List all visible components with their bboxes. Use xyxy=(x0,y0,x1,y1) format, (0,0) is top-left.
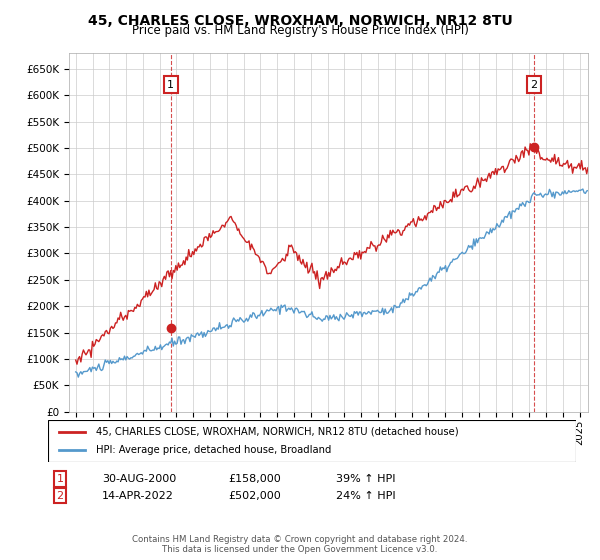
Text: 1: 1 xyxy=(167,80,174,90)
Text: £158,000: £158,000 xyxy=(228,474,281,484)
Text: 14-APR-2022: 14-APR-2022 xyxy=(102,491,174,501)
Text: 2: 2 xyxy=(530,80,538,90)
Text: 2: 2 xyxy=(56,491,64,501)
Text: Price paid vs. HM Land Registry's House Price Index (HPI): Price paid vs. HM Land Registry's House … xyxy=(131,24,469,37)
Text: 45, CHARLES CLOSE, WROXHAM, NORWICH, NR12 8TU: 45, CHARLES CLOSE, WROXHAM, NORWICH, NR1… xyxy=(88,14,512,28)
Text: HPI: Average price, detached house, Broadland: HPI: Average price, detached house, Broa… xyxy=(95,445,331,455)
FancyBboxPatch shape xyxy=(48,420,576,462)
Text: 39% ↑ HPI: 39% ↑ HPI xyxy=(336,474,395,484)
Text: 30-AUG-2000: 30-AUG-2000 xyxy=(102,474,176,484)
Text: 24% ↑ HPI: 24% ↑ HPI xyxy=(336,491,395,501)
Text: Contains HM Land Registry data © Crown copyright and database right 2024.
This d: Contains HM Land Registry data © Crown c… xyxy=(132,535,468,554)
Text: £502,000: £502,000 xyxy=(228,491,281,501)
Text: 45, CHARLES CLOSE, WROXHAM, NORWICH, NR12 8TU (detached house): 45, CHARLES CLOSE, WROXHAM, NORWICH, NR1… xyxy=(95,427,458,437)
Text: 1: 1 xyxy=(56,474,64,484)
